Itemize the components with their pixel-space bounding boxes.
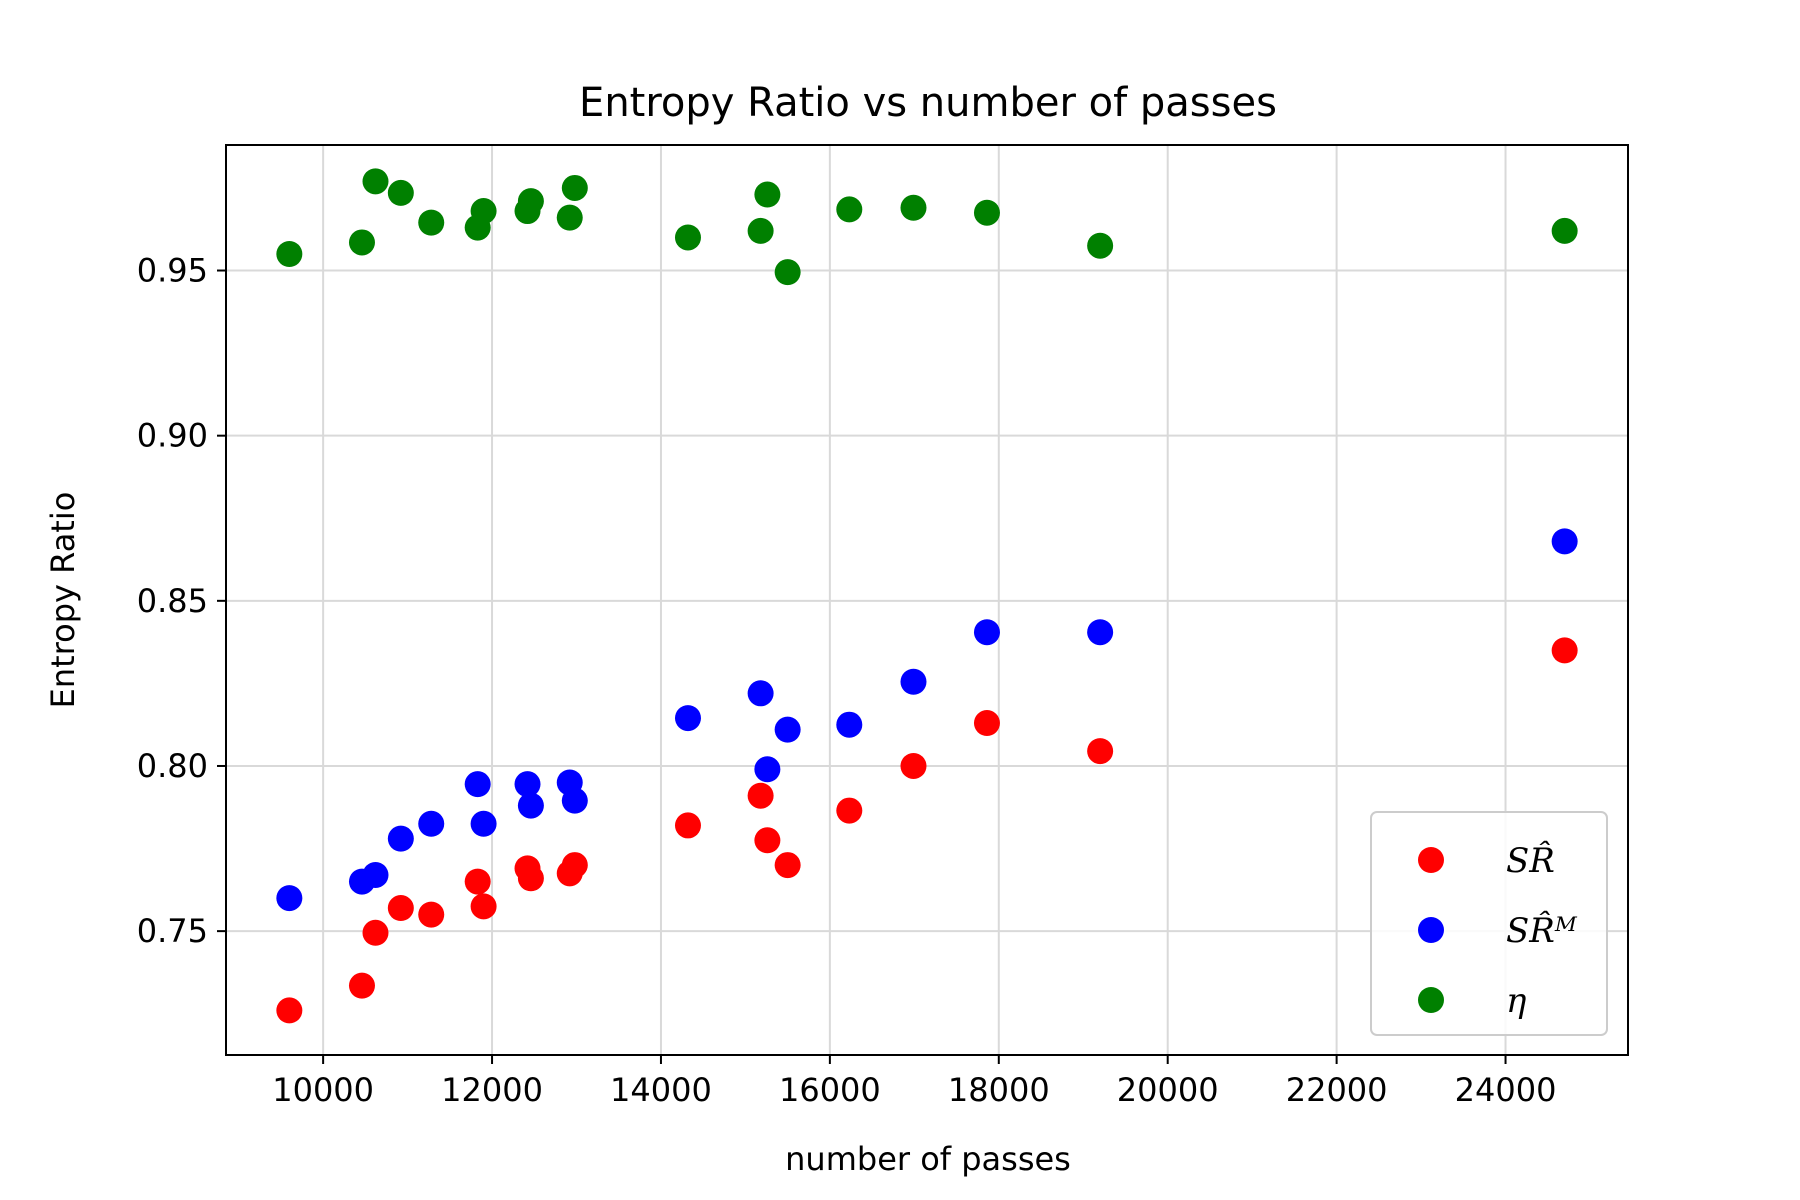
point-eta	[470, 198, 497, 225]
legend-label-sr-hat: SR̂	[1506, 840, 1555, 881]
series-eta	[276, 168, 1578, 286]
y-tick-label: 0.90	[137, 417, 208, 455]
point-sr-hat-m	[754, 756, 781, 783]
point-eta	[674, 224, 701, 251]
x-tick-label: 24000	[1455, 1071, 1557, 1109]
legend-marker-sr-hat	[1418, 847, 1444, 873]
point-eta	[556, 204, 583, 231]
x-tick-label: 18000	[948, 1071, 1050, 1109]
y-tick-label: 0.95	[137, 252, 208, 290]
point-sr-hat-m	[774, 716, 801, 743]
point-sr-hat-m	[387, 825, 414, 852]
point-sr-hat-m	[517, 792, 544, 819]
legend: SR̂ SR̂ᴹ η	[1370, 811, 1608, 1036]
point-eta	[754, 181, 781, 208]
point-sr-hat-m	[418, 810, 445, 837]
point-sr-hat-m	[362, 861, 389, 888]
point-eta	[774, 259, 801, 286]
point-sr-hat	[561, 852, 588, 879]
point-sr-hat	[900, 752, 927, 779]
point-sr-hat-m	[836, 711, 863, 738]
point-sr-hat	[774, 852, 801, 879]
grid-lines	[226, 145, 1628, 1055]
point-eta	[747, 217, 774, 244]
legend-label-sr-hat-m: SR̂ᴹ	[1506, 910, 1578, 951]
point-sr-hat-m	[470, 810, 497, 837]
x-tick-label: 12000	[441, 1071, 543, 1109]
point-sr-hat	[348, 972, 375, 999]
point-sr-hat-m	[276, 885, 303, 912]
point-sr-hat	[747, 782, 774, 809]
point-sr-hat	[1551, 637, 1578, 664]
y-tick-label: 0.75	[137, 912, 208, 950]
x-tick-label: 10000	[272, 1071, 374, 1109]
point-sr-hat-m	[464, 771, 491, 798]
point-sr-hat	[836, 797, 863, 824]
point-eta	[517, 188, 544, 215]
point-sr-hat	[418, 901, 445, 928]
point-sr-hat-m	[1087, 619, 1114, 646]
y-tick-label: 0.80	[137, 747, 208, 785]
point-eta	[1087, 232, 1114, 259]
point-eta	[362, 168, 389, 195]
point-sr-hat	[754, 827, 781, 854]
point-sr-hat-m	[674, 705, 701, 732]
point-sr-hat-m	[900, 668, 927, 695]
point-sr-hat-m	[747, 680, 774, 707]
series-sr-hat-m	[276, 528, 1578, 912]
point-sr-hat	[362, 919, 389, 946]
point-sr-hat-m	[514, 771, 541, 798]
point-eta	[1551, 217, 1578, 244]
point-sr-hat	[1087, 738, 1114, 765]
point-sr-hat	[464, 868, 491, 895]
x-tick-label: 16000	[779, 1071, 881, 1109]
point-eta	[836, 196, 863, 223]
point-sr-hat	[674, 812, 701, 839]
data-points	[276, 168, 1578, 1024]
point-eta	[973, 199, 1000, 226]
x-axis-label: number of passes	[785, 1140, 1071, 1178]
x-axis-ticks: 10000 12000 14000 16000 18000 20000 22000 24000	[272, 1055, 1556, 1109]
point-eta	[276, 241, 303, 268]
x-tick-label: 22000	[1286, 1071, 1388, 1109]
y-tick-label: 0.85	[137, 582, 208, 620]
chart-title: Entropy Ratio vs number of passes	[579, 80, 1277, 126]
y-axis-ticks: 0.75 0.80 0.85 0.90 0.95	[137, 252, 226, 950]
x-tick-label: 20000	[1117, 1071, 1219, 1109]
point-eta	[900, 194, 927, 221]
point-sr-hat	[276, 997, 303, 1024]
legend-marker-eta	[1418, 987, 1444, 1013]
point-eta	[348, 229, 375, 256]
point-eta	[561, 174, 588, 201]
point-eta	[387, 179, 414, 206]
legend-label-eta: η	[1506, 981, 1527, 1021]
point-sr-hat-m	[561, 787, 588, 814]
point-sr-hat	[973, 710, 1000, 737]
point-sr-hat	[387, 895, 414, 922]
x-tick-label: 14000	[610, 1071, 712, 1109]
legend-marker-sr-hat-m	[1418, 917, 1444, 943]
point-sr-hat-m	[1551, 528, 1578, 555]
point-sr-hat-m	[973, 619, 1000, 646]
y-axis-label: Entropy Ratio	[44, 492, 82, 709]
point-sr-hat	[470, 893, 497, 920]
point-sr-hat	[517, 865, 544, 892]
series-sr-hat	[276, 637, 1578, 1024]
point-eta	[418, 209, 445, 236]
